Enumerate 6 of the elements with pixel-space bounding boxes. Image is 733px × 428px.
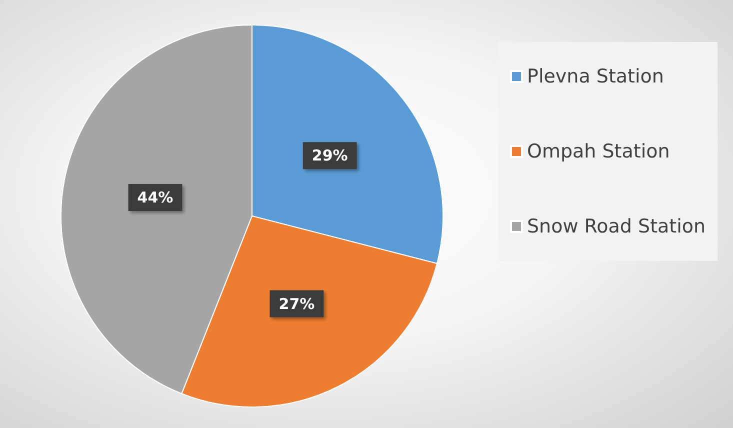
legend-label: Snow Road Station bbox=[527, 216, 706, 238]
legend-label: Ompah Station bbox=[527, 140, 670, 162]
legend-label: Plevna Station bbox=[527, 66, 664, 88]
data-label: 29% bbox=[312, 146, 348, 165]
data-label: 44% bbox=[137, 188, 174, 207]
data-label: 27% bbox=[278, 294, 315, 313]
